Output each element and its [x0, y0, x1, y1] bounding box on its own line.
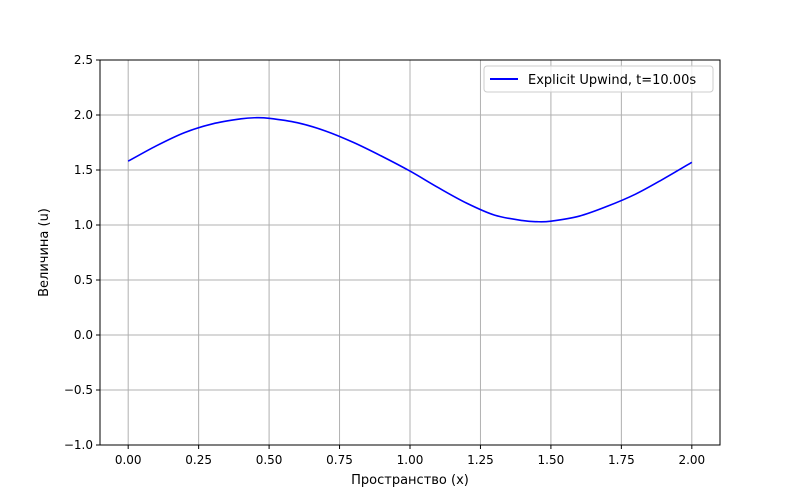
- legend-box: [483, 65, 714, 93]
- x-tick-label: 1.25: [467, 453, 494, 467]
- x-tick-label: 1.50: [538, 453, 565, 467]
- x-tick-label: 0.00: [115, 453, 142, 467]
- x-tick-label: 1.00: [397, 453, 424, 467]
- x-tick-label: 2.00: [678, 453, 705, 467]
- y-tick-label: −1.0: [64, 438, 93, 452]
- y-tick-label: 0.5: [74, 273, 93, 287]
- y-axis-label: Величина (u): [37, 208, 52, 297]
- legend-label: Explicit Upwind, t=10.00s: [528, 73, 696, 88]
- x-tick-label: 0.75: [326, 453, 353, 467]
- y-tick-label: 2.5: [74, 53, 93, 67]
- series-line-0: [127, 116, 693, 223]
- y-tick-label: 0.0: [74, 328, 93, 342]
- y-tick-label: 2.0: [74, 108, 93, 122]
- y-tick-label: 1.5: [74, 163, 93, 177]
- y-tick-label: 1.0: [74, 218, 93, 232]
- x-tick-label: 0.50: [256, 453, 283, 467]
- legend: Explicit Upwind, t=10.00s: [483, 65, 714, 93]
- x-tick-label: 1.75: [608, 453, 635, 467]
- x-tick-label: 0.25: [185, 453, 212, 467]
- axis-ticks: 0.00 0.25 0.50 0.75 1.00 1.25 1.50 1.75 2.00 −1.0…: [64, 53, 705, 467]
- x-axis-label: Пространство (x): [351, 473, 469, 488]
- y-tick-label: −0.5: [64, 383, 93, 397]
- plot-series: [127, 116, 693, 223]
